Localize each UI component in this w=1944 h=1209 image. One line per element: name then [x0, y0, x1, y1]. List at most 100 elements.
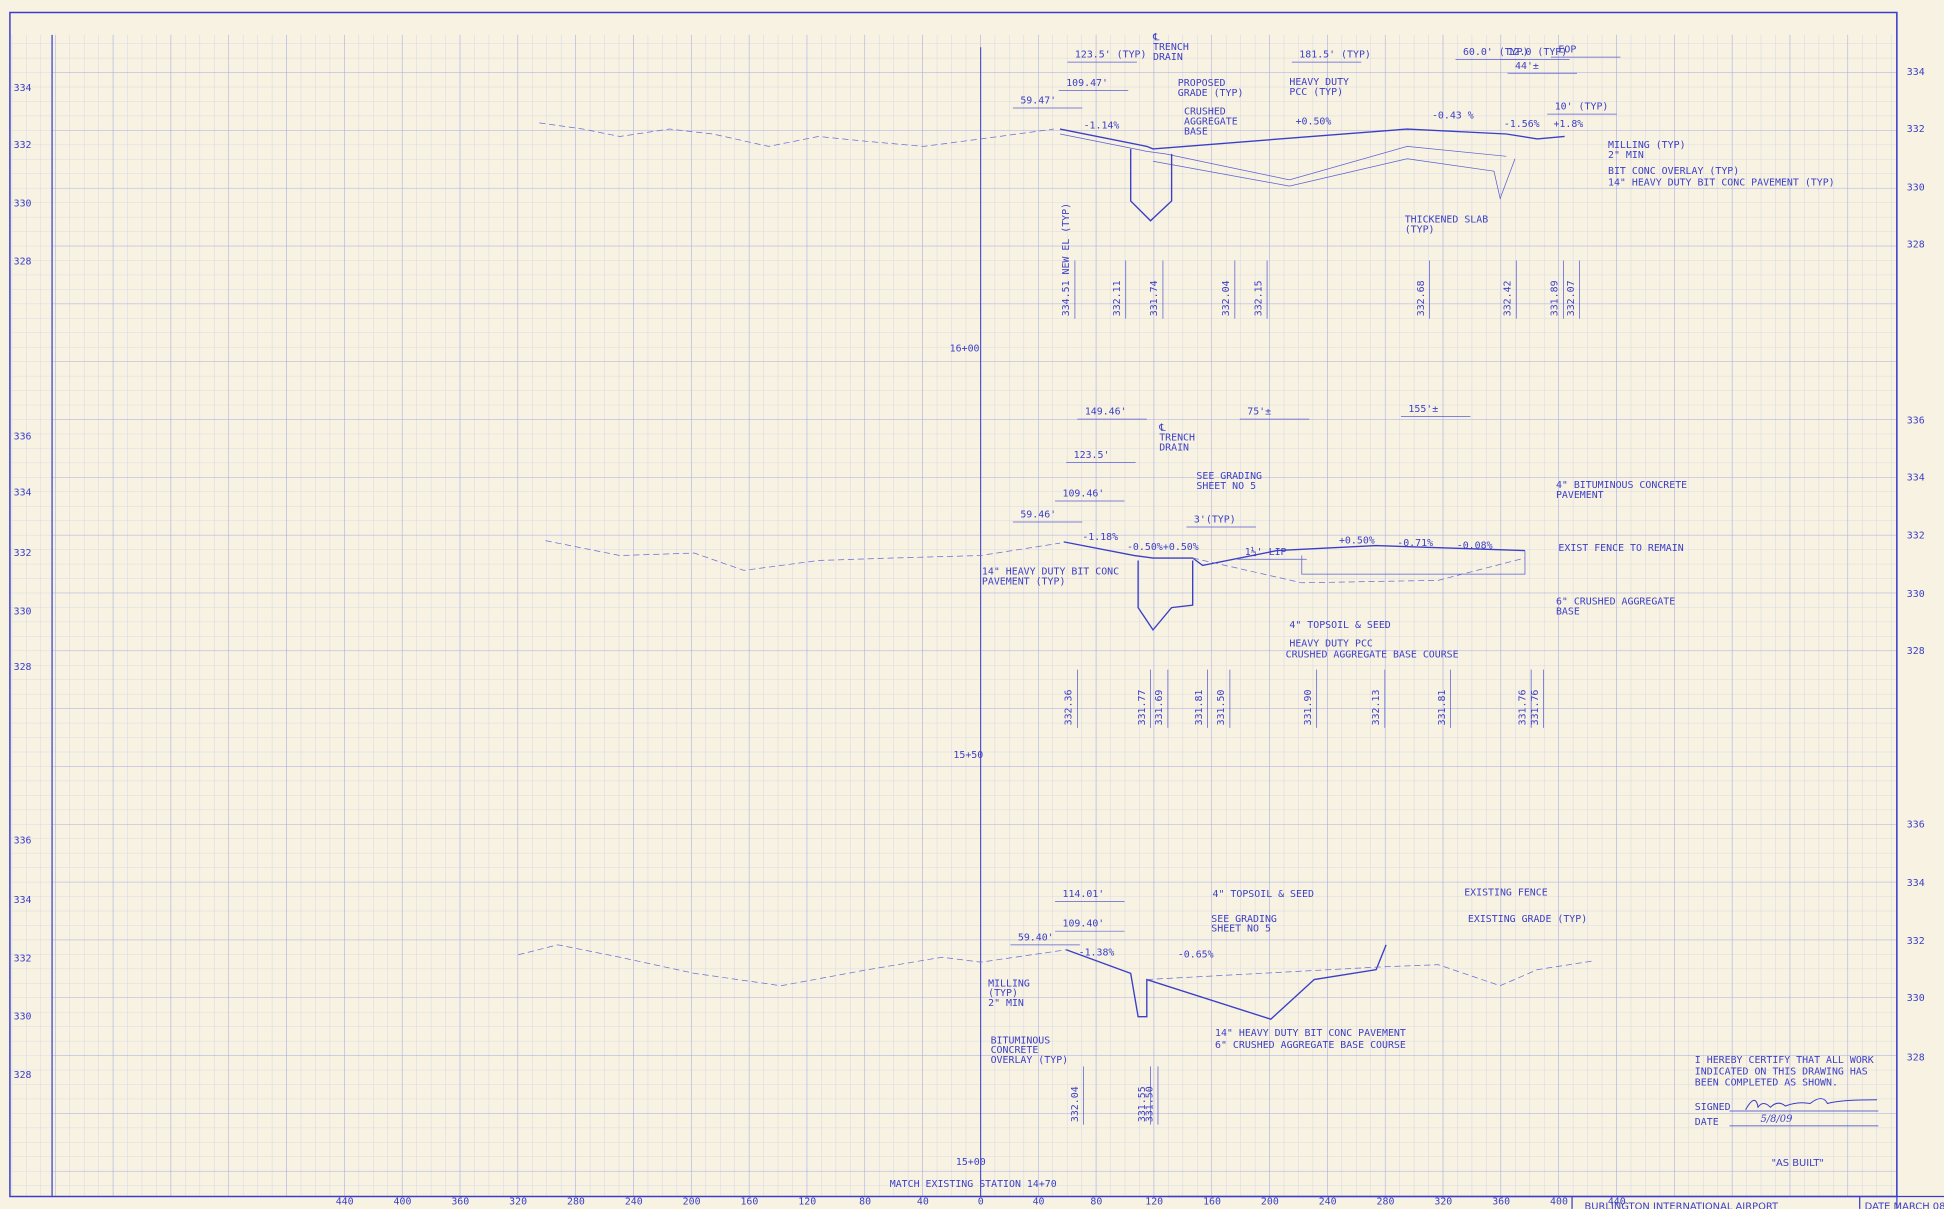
- note: PAVEMENT: [1556, 490, 1604, 501]
- axis-tick: 280: [1377, 1196, 1395, 1207]
- subgrade: [1192, 557, 1526, 584]
- note: 14" HEAVY DUTY BIT CONC PAVEMENT: [1215, 1028, 1406, 1039]
- elevation-label: 330: [14, 1012, 32, 1023]
- profiles: [518, 122, 1594, 1020]
- elevation-label: 332: [14, 548, 32, 559]
- note: 6" CRUSHED AGGREGATE: [1556, 596, 1675, 607]
- elevation-label: 330: [1907, 182, 1925, 193]
- axis-tick: 360: [451, 1196, 469, 1207]
- subbase-line: [1152, 158, 1516, 200]
- elevation-label: 332: [1907, 124, 1925, 135]
- title-date: DATE MARCH 08: [1865, 1201, 1944, 1209]
- note: BASE: [1556, 606, 1580, 617]
- axis-tick: 440: [336, 1196, 354, 1207]
- pavement-box: [1301, 550, 1526, 575]
- note: PAVEMENT (TYP): [982, 577, 1066, 588]
- certification: BEEN COMPLETED AS SHOWN.: [1695, 1077, 1838, 1088]
- note: CONCRETE: [991, 1045, 1039, 1056]
- note: DRAIN: [1153, 52, 1183, 63]
- base-line: [1059, 133, 1507, 181]
- dimension: 109.46': [1063, 489, 1105, 500]
- note: HEAVY DUTY: [1289, 77, 1349, 88]
- elevation-label: 334: [1907, 67, 1925, 78]
- dimension: 12.0 (TYP): [1508, 47, 1568, 58]
- spot-elevation: 332.36: [1064, 690, 1075, 726]
- left-column: [9, 34, 53, 1197]
- elevation-label: 336: [1907, 415, 1925, 426]
- grade: -0.65%: [1178, 950, 1214, 961]
- trench: [1130, 148, 1173, 222]
- spot-elevation: 334.51 NEW EL (TYP): [1061, 203, 1072, 316]
- spot-elevation: 332.04: [1070, 1086, 1081, 1122]
- elevation-label: 332: [1907, 531, 1925, 542]
- spot-elevation: 331.69: [1154, 690, 1165, 726]
- elevation-label: 330: [1907, 993, 1925, 1004]
- dimension: 44'±: [1515, 61, 1539, 72]
- dimension: 10' (TYP): [1555, 102, 1609, 113]
- note: SEE GRADING: [1211, 914, 1277, 925]
- signed-label: SIGNED: [1695, 1102, 1731, 1113]
- note: OVERLAY (TYP): [991, 1055, 1069, 1066]
- axis-tick: 320: [1434, 1196, 1452, 1207]
- grade: -1.18%: [1082, 532, 1118, 543]
- spot-elevation: 332.07: [1566, 280, 1577, 316]
- grid-major: [52, 34, 1897, 1197]
- elevation-label: 334: [1907, 472, 1925, 483]
- axis-tick: 280: [567, 1196, 585, 1207]
- dimension: EOP: [1558, 45, 1576, 56]
- station-label: 16+00: [950, 343, 980, 354]
- note: AGGREGATE: [1184, 117, 1238, 128]
- note: PROPOSED: [1178, 78, 1226, 89]
- spot-elevation: 331.76: [1517, 690, 1528, 726]
- axis-tick: 160: [740, 1196, 758, 1207]
- elevation-label: 334: [14, 83, 32, 94]
- elevation-label: 328: [1907, 646, 1925, 657]
- note: ℄: [1158, 423, 1166, 434]
- note: 2" MIN: [988, 998, 1024, 1009]
- elevation-label: 336: [14, 836, 32, 847]
- dimension: 59.47': [1020, 96, 1056, 107]
- dimension: 75'±: [1247, 407, 1271, 418]
- trench: [1137, 560, 1194, 632]
- note: (TYP): [1405, 224, 1435, 235]
- grade: -1.14%: [1084, 120, 1120, 131]
- axis-tick: 120: [1145, 1196, 1163, 1207]
- note: 4" TOPSOIL & SEED: [1213, 889, 1314, 900]
- elevation-label: 334: [14, 487, 32, 498]
- note: EXIST FENCE TO REMAIN: [1558, 543, 1683, 554]
- existing-ground: [518, 944, 1067, 987]
- dimension: 181.5' (TYP): [1299, 50, 1371, 61]
- spot-elevation: 332.68: [1416, 280, 1427, 316]
- grade: -0.71%: [1397, 538, 1433, 549]
- axis-tick: 320: [509, 1196, 527, 1207]
- dimension: 59.46': [1020, 510, 1056, 521]
- axis-tick: 400: [394, 1196, 412, 1207]
- grade: -0.50%: [1127, 542, 1163, 553]
- note: MILLING: [988, 978, 1030, 989]
- note: HEAVY DUTY PCC: [1289, 639, 1373, 650]
- note: 4" BITUMINOUS CONCRETE: [1556, 480, 1687, 491]
- project-name: BURLINGTON INTERNATIONAL AIRPORT: [1584, 1201, 1779, 1209]
- note: SHEET NO 5: [1196, 481, 1256, 492]
- date-label: DATE: [1695, 1117, 1719, 1128]
- spot-elevation: 331.76: [1530, 690, 1541, 726]
- elevation-label: 328: [14, 1070, 32, 1081]
- signed-date: 5/8/09: [1761, 1114, 1793, 1125]
- axis-tick: 440: [1608, 1196, 1626, 1207]
- dimension: 59.40': [1018, 932, 1054, 943]
- spot-elevation: 331.81: [1194, 690, 1205, 726]
- axis-tick: 400: [1550, 1196, 1568, 1207]
- elevation-label: 328: [14, 662, 32, 673]
- axis-tick: 360: [1492, 1196, 1510, 1207]
- axis-tick: 200: [1261, 1196, 1279, 1207]
- note: TRENCH: [1153, 42, 1189, 53]
- content: 16+00 334 332 330 328 334 332 330 328 123.5' (TYP…: [14, 32, 1944, 1209]
- dimension: 60.0' (TYP): [1463, 47, 1529, 58]
- note: BIT CONC OVERLAY (TYP): [1608, 166, 1739, 177]
- note: BITUMINOUS: [991, 1035, 1051, 1046]
- grade: -0.43 %: [1432, 110, 1474, 121]
- note: EXISTING GRADE (TYP): [1468, 914, 1587, 925]
- spot-elevation: 331.55: [1137, 1086, 1148, 1122]
- elevation-label: 336: [14, 432, 32, 443]
